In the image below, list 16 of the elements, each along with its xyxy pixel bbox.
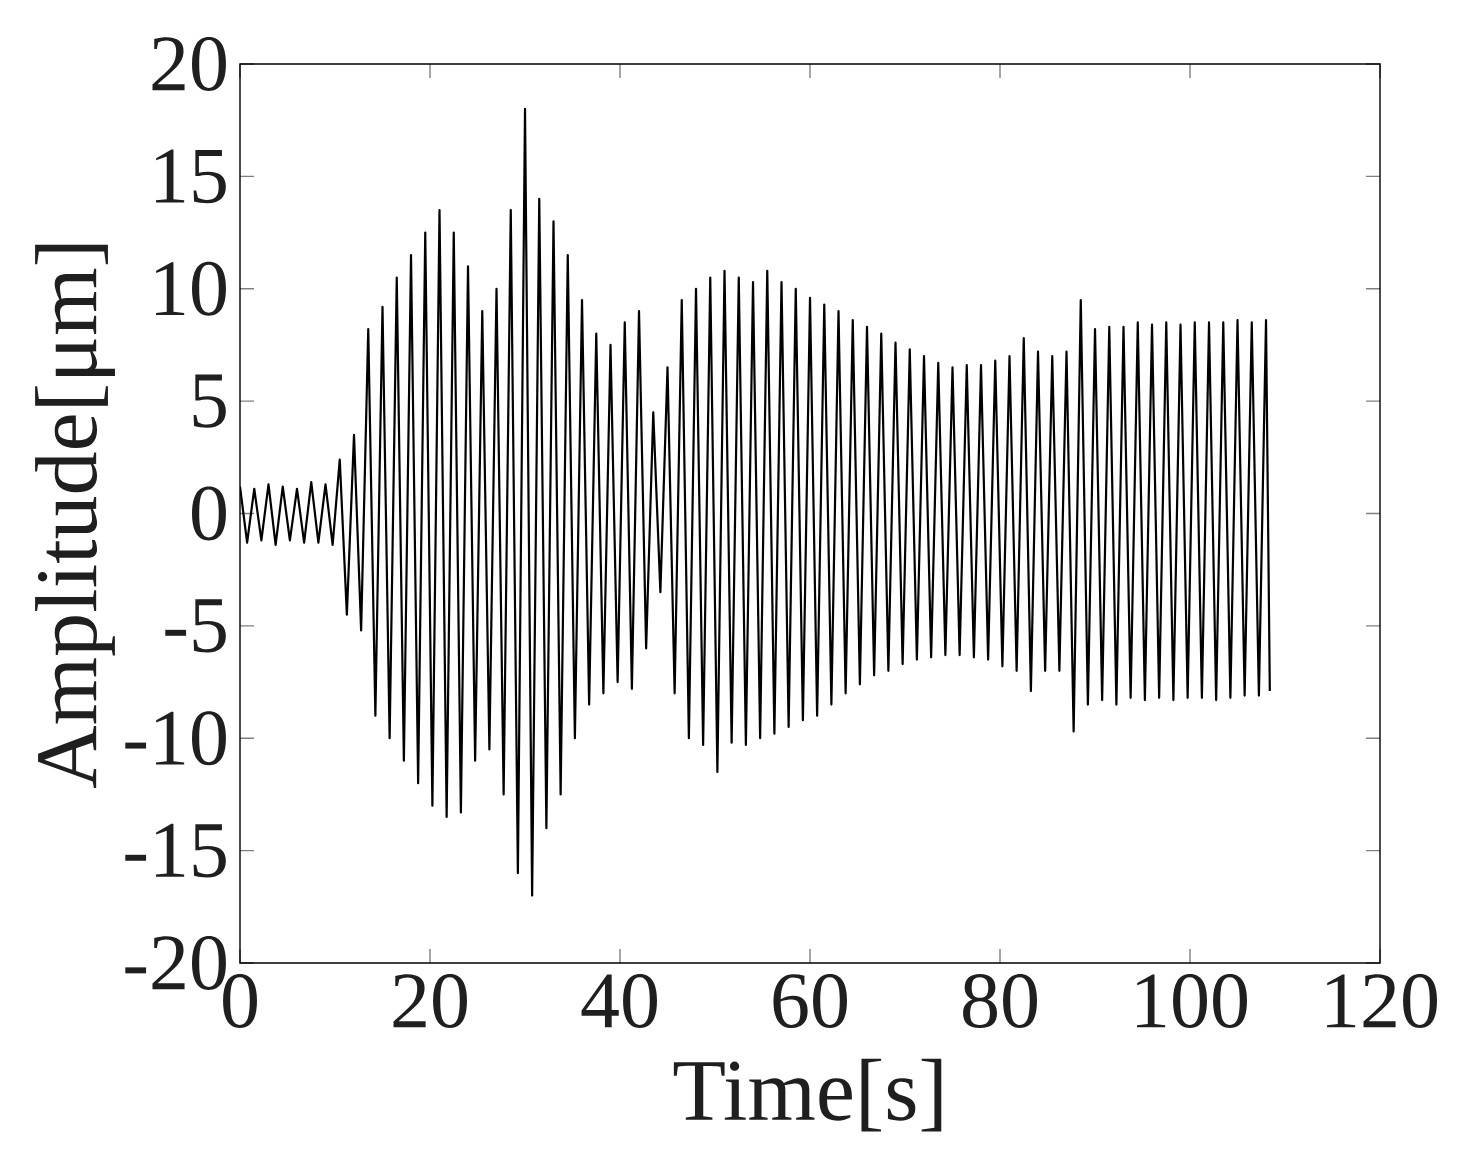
x-tick-label: 80 xyxy=(963,974,1037,1029)
x-tick-label: 60 xyxy=(773,974,847,1029)
y-tick-label: 20 xyxy=(152,36,226,91)
y-tick-label: 5 xyxy=(193,374,226,428)
x-tick-label: 40 xyxy=(581,974,657,1029)
y-tick-label: -10 xyxy=(125,711,226,766)
x-tick-label: 100 xyxy=(1137,974,1247,1029)
x-axis-title: Time[s] xyxy=(673,1058,942,1132)
y-tick-label: 15 xyxy=(155,149,226,204)
y-axis-title: Amplitude[μm] xyxy=(35,244,115,788)
y-tick-label: -15 xyxy=(125,823,226,878)
x-tick-label: 20 xyxy=(393,974,467,1029)
x-tick-label: 120 xyxy=(1327,974,1437,1029)
y-tick-label: 0 xyxy=(192,486,226,541)
y-tick-label: -5 xyxy=(165,599,226,653)
y-tick-label: 10 xyxy=(155,261,226,316)
